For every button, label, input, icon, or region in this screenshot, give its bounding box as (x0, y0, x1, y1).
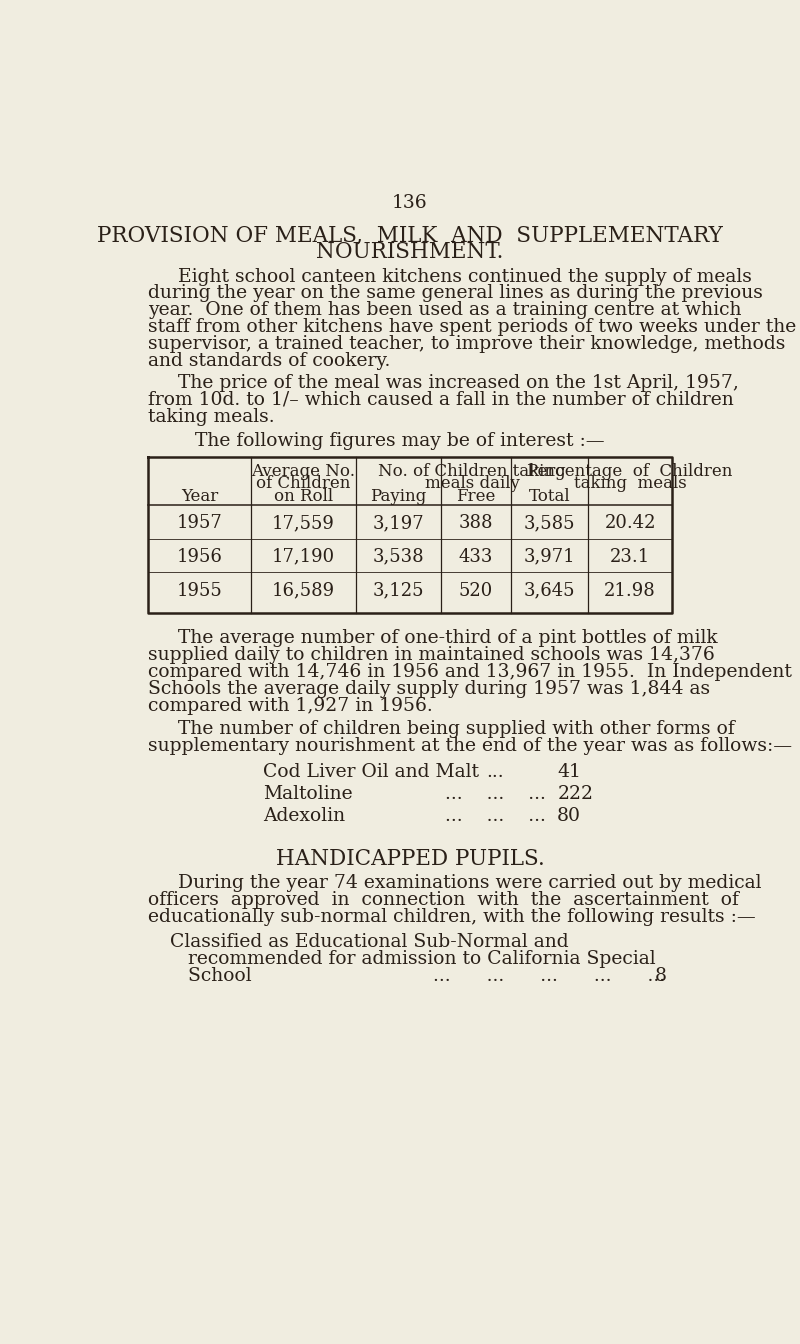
Text: The price of the meal was increased on the 1st April, 1957,: The price of the meal was increased on t… (148, 374, 739, 392)
Text: recommended for admission to California Special: recommended for admission to California … (170, 950, 655, 968)
Text: 3,585: 3,585 (524, 513, 575, 532)
Text: supervisor, a trained teacher, to improve their knowledge, methods: supervisor, a trained teacher, to improv… (148, 335, 786, 353)
Text: from 10d. to 1/– which caused a fall in the number of children: from 10d. to 1/– which caused a fall in … (148, 391, 734, 409)
Text: No. of Children taking: No. of Children taking (378, 464, 566, 480)
Text: 1957: 1957 (177, 513, 222, 532)
Text: taking meals.: taking meals. (148, 407, 274, 426)
Text: 1956: 1956 (177, 548, 222, 566)
Text: ...: ... (486, 763, 504, 781)
Text: year.  One of them has been used as a training centre at which: year. One of them has been used as a tra… (148, 301, 742, 320)
Text: 1955: 1955 (177, 582, 222, 599)
Text: ...    ...    ...: ... ... ... (445, 806, 546, 824)
Text: 3,125: 3,125 (373, 582, 424, 599)
Text: 222: 222 (558, 785, 594, 802)
Text: 17,190: 17,190 (272, 548, 335, 566)
Text: Free: Free (456, 488, 495, 505)
Text: during the year on the same general lines as during the previous: during the year on the same general line… (148, 285, 763, 302)
Text: compared with 1,927 in 1956.: compared with 1,927 in 1956. (148, 698, 433, 715)
Text: HANDICAPPED PUPILS.: HANDICAPPED PUPILS. (276, 848, 544, 870)
Text: PROVISION OF MEALS,  MILK  AND  SUPPLEMENTARY: PROVISION OF MEALS, MILK AND SUPPLEMENTA… (97, 224, 723, 246)
Text: The following figures may be of interest :—: The following figures may be of interest… (194, 433, 604, 450)
Text: compared with 14,746 in 1956 and 13,967 in 1955.  In Independent: compared with 14,746 in 1956 and 13,967 … (148, 664, 792, 681)
Text: staff from other kitchens have spent periods of two weeks under the: staff from other kitchens have spent per… (148, 319, 796, 336)
Text: 3,971: 3,971 (524, 548, 575, 566)
Text: Year: Year (181, 488, 218, 505)
Text: Cod Liver Oil and Malt: Cod Liver Oil and Malt (262, 763, 478, 781)
Text: 20.42: 20.42 (604, 513, 656, 532)
Text: supplied daily to children in maintained schools was 14,376: supplied daily to children in maintained… (148, 646, 715, 664)
Text: NOURISHMENT.: NOURISHMENT. (316, 242, 504, 263)
Text: meals daily: meals daily (425, 476, 519, 492)
Text: 520: 520 (458, 582, 493, 599)
Text: Average No.: Average No. (251, 464, 355, 480)
Text: Percentage  of  Children: Percentage of Children (527, 464, 733, 480)
Text: taking  meals: taking meals (574, 476, 686, 492)
Text: During the year 74 examinations were carried out by medical: During the year 74 examinations were car… (148, 875, 762, 892)
Text: 23.1: 23.1 (610, 548, 650, 566)
Text: on Roll: on Roll (274, 488, 333, 505)
Text: Classified as Educational Sub-Normal and: Classified as Educational Sub-Normal and (170, 933, 568, 950)
Text: 17,559: 17,559 (272, 513, 335, 532)
Text: The number of children being supplied with other forms of: The number of children being supplied wi… (148, 720, 734, 738)
Text: 3,197: 3,197 (373, 513, 424, 532)
Text: 16,589: 16,589 (272, 582, 335, 599)
Text: supplementary nourishment at the end of the year was as follows:—: supplementary nourishment at the end of … (148, 738, 792, 755)
Text: The average number of one-third of a pint bottles of milk: The average number of one-third of a pin… (148, 629, 718, 648)
Text: Eight school canteen kitchens continued the supply of meals: Eight school canteen kitchens continued … (148, 267, 752, 285)
Text: Total: Total (529, 488, 570, 505)
Text: 80: 80 (558, 806, 582, 824)
Text: Paying: Paying (370, 488, 426, 505)
Text: ...      ...      ...      ...      ...: ... ... ... ... ... (434, 966, 666, 985)
Text: educationally sub-normal children, with the following results :—: educationally sub-normal children, with … (148, 909, 756, 926)
Text: 21.98: 21.98 (604, 582, 656, 599)
Text: 136: 136 (392, 194, 428, 211)
Text: of Children: of Children (256, 476, 350, 492)
Text: ...    ...    ...: ... ... ... (445, 785, 546, 802)
Text: 3,538: 3,538 (373, 548, 424, 566)
Text: officers  approved  in  connection  with  the  ascertainment  of: officers approved in connection with the… (148, 891, 739, 910)
Text: Schools the average daily supply during 1957 was 1,844 as: Schools the average daily supply during … (148, 680, 710, 699)
Text: School: School (170, 966, 251, 985)
Text: Maltoline: Maltoline (262, 785, 352, 802)
Text: and standards of cookery.: and standards of cookery. (148, 352, 390, 370)
Text: 8: 8 (655, 966, 667, 985)
Text: 433: 433 (458, 548, 493, 566)
Text: 3,645: 3,645 (524, 582, 575, 599)
Text: 388: 388 (458, 513, 493, 532)
Text: Adexolin: Adexolin (262, 806, 345, 824)
Text: 41: 41 (558, 763, 581, 781)
